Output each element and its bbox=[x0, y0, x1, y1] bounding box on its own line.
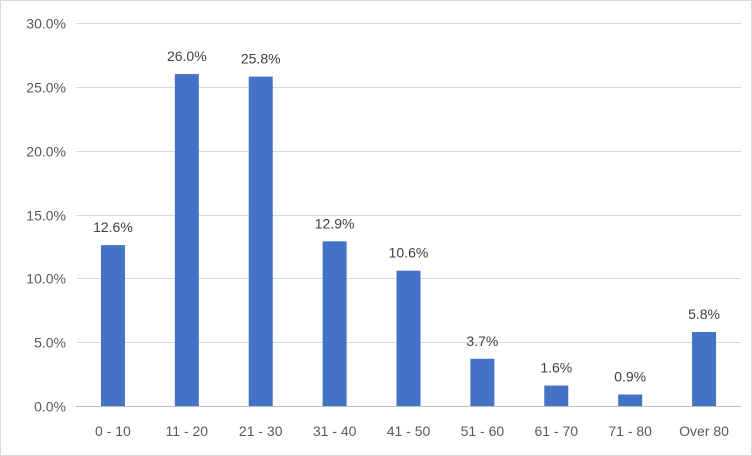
data-label: 25.8% bbox=[241, 51, 281, 67]
x-tick-label: 31 - 40 bbox=[313, 423, 357, 439]
bar bbox=[174, 74, 199, 407]
bar bbox=[618, 394, 643, 406]
data-label: 10.6% bbox=[389, 245, 429, 261]
data-label: 3.7% bbox=[466, 333, 498, 349]
data-label: 26.0% bbox=[167, 48, 207, 64]
x-tick-label: 11 - 20 bbox=[166, 423, 209, 439]
data-label: 1.6% bbox=[540, 360, 572, 376]
bar bbox=[544, 385, 569, 406]
data-labels: 12.6% 26.0% 25.8% 12.9% 10.6% 3.7% 1.6% 0.9% 5.8… bbox=[93, 48, 720, 384]
x-tick-label: 0 - 10 bbox=[95, 423, 131, 439]
data-label: 5.8% bbox=[688, 306, 720, 322]
y-tick-label: 0.0% bbox=[34, 399, 66, 415]
x-tick-label: 41 - 50 bbox=[387, 423, 431, 439]
x-tick-label: 51 - 60 bbox=[461, 423, 505, 439]
y-tick-label: 30.0% bbox=[26, 16, 66, 32]
bar bbox=[248, 76, 273, 407]
x-axis-tick-labels: 0 - 10 11 - 20 21 - 30 31 - 40 41 - 50 51 - 6… bbox=[95, 423, 729, 439]
y-tick-label: 15.0% bbox=[26, 208, 66, 224]
x-tick-label: Over 80 bbox=[679, 423, 729, 439]
bar bbox=[322, 241, 347, 406]
y-tick-label: 20.0% bbox=[26, 144, 66, 160]
bar bbox=[100, 245, 125, 406]
data-label: 12.9% bbox=[315, 215, 355, 231]
y-tick-label: 10.0% bbox=[26, 271, 66, 287]
y-axis-tick-labels: 0.0% 5.0% 10.0% 15.0% 20.0% 25.0% 30.0% bbox=[26, 16, 66, 415]
data-label: 0.9% bbox=[614, 369, 646, 385]
x-tick-label: 61 - 70 bbox=[534, 423, 578, 439]
y-tick-label: 25.0% bbox=[26, 80, 66, 96]
y-tick-label: 5.0% bbox=[34, 335, 66, 351]
bar bbox=[396, 270, 421, 406]
x-tick-label: 21 - 30 bbox=[239, 423, 283, 439]
data-label: 12.6% bbox=[93, 219, 133, 235]
bars bbox=[100, 74, 717, 407]
x-tick-label: 71 - 80 bbox=[608, 423, 652, 439]
bar bbox=[470, 358, 495, 406]
bar bbox=[692, 331, 717, 406]
